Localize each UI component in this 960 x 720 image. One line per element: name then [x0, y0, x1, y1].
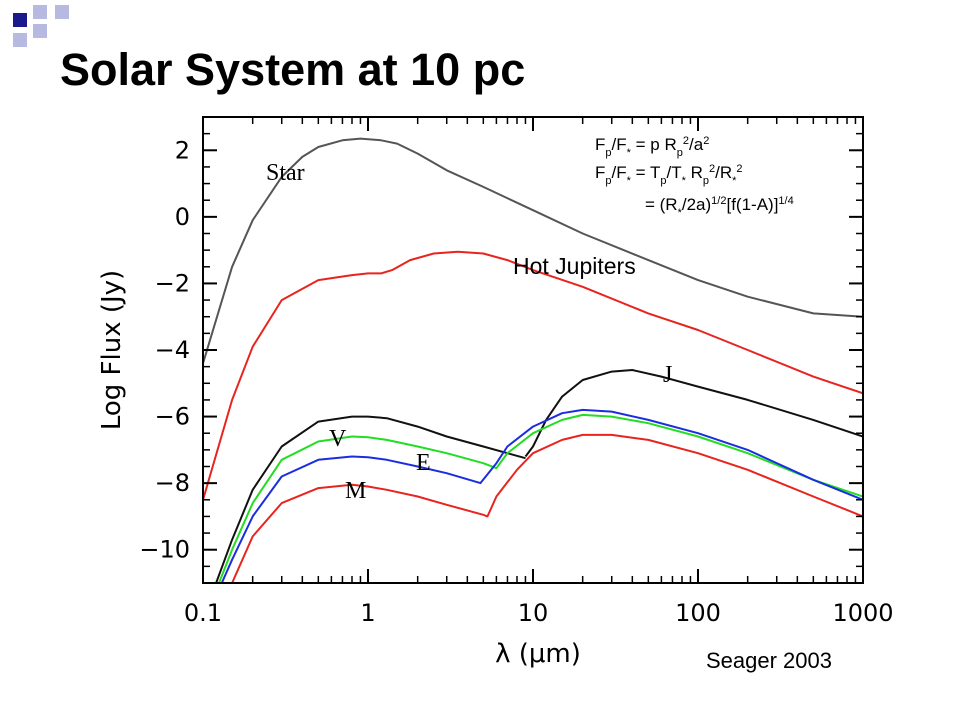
- source-credit: Seager 2003: [706, 648, 832, 673]
- x-tick-label: 100: [675, 599, 721, 627]
- y-tick-label: −2: [155, 269, 190, 297]
- equation-line-1: Fp/F* = p Rp2/a2: [595, 135, 709, 159]
- corner-square-light-right: [55, 5, 69, 19]
- x-axis-title: λ (μm): [495, 639, 581, 669]
- x-tick-label: 10: [518, 599, 549, 627]
- plot-frame: [202, 116, 864, 584]
- y-tick-label: −6: [155, 403, 190, 431]
- y-tick-label: −4: [155, 336, 190, 364]
- slide-title: Solar System at 10 pc: [60, 44, 526, 95]
- y-tick-label: 0: [175, 203, 190, 231]
- series-line-jupiter: [524, 369, 863, 458]
- y-tick-label: −8: [155, 469, 190, 497]
- series-label-star: Star: [266, 160, 305, 186]
- corner-square-dark-top-left: [13, 13, 27, 27]
- series-label-earth: E: [416, 450, 431, 476]
- y-tick-label: −10: [139, 536, 190, 564]
- x-tick-label: 1000: [832, 599, 893, 627]
- series-layer: [203, 137, 863, 583]
- x-tick-label: 0.1: [184, 599, 222, 627]
- corner-square-light-top: [33, 5, 47, 19]
- series-label-mars: M: [345, 478, 366, 504]
- series-line-venus: [215, 415, 526, 583]
- series-label-venus: V: [329, 426, 347, 452]
- series-line-mars: [231, 433, 863, 583]
- equation-line-3: = (R*/2a)1/2[f(1-A)]1/4: [645, 195, 794, 219]
- x-tick-label: 1: [360, 599, 375, 627]
- corner-square-light-mid: [33, 24, 47, 38]
- series-label-hot-jupiters: Hot Jupiters: [513, 253, 636, 279]
- series-line-hot-jupiters: [203, 250, 863, 501]
- series-line-star: [203, 137, 863, 364]
- series-line-earth-green: [218, 413, 863, 583]
- series-label-jupiter: J: [663, 362, 672, 388]
- series-line-earth-blue: [220, 408, 863, 583]
- y-tick-label: 2: [175, 136, 190, 164]
- y-axis-title: Log Flux (Jy): [97, 270, 127, 430]
- ticks-layer: 0.1 1 10 100 1000 2 0 −2 −4 −6 −8 −10: [139, 116, 894, 627]
- corner-square-light-bottom: [13, 33, 27, 47]
- equation-line-2: Fp/F* = Tp/T* Rp2/R*2: [595, 163, 743, 187]
